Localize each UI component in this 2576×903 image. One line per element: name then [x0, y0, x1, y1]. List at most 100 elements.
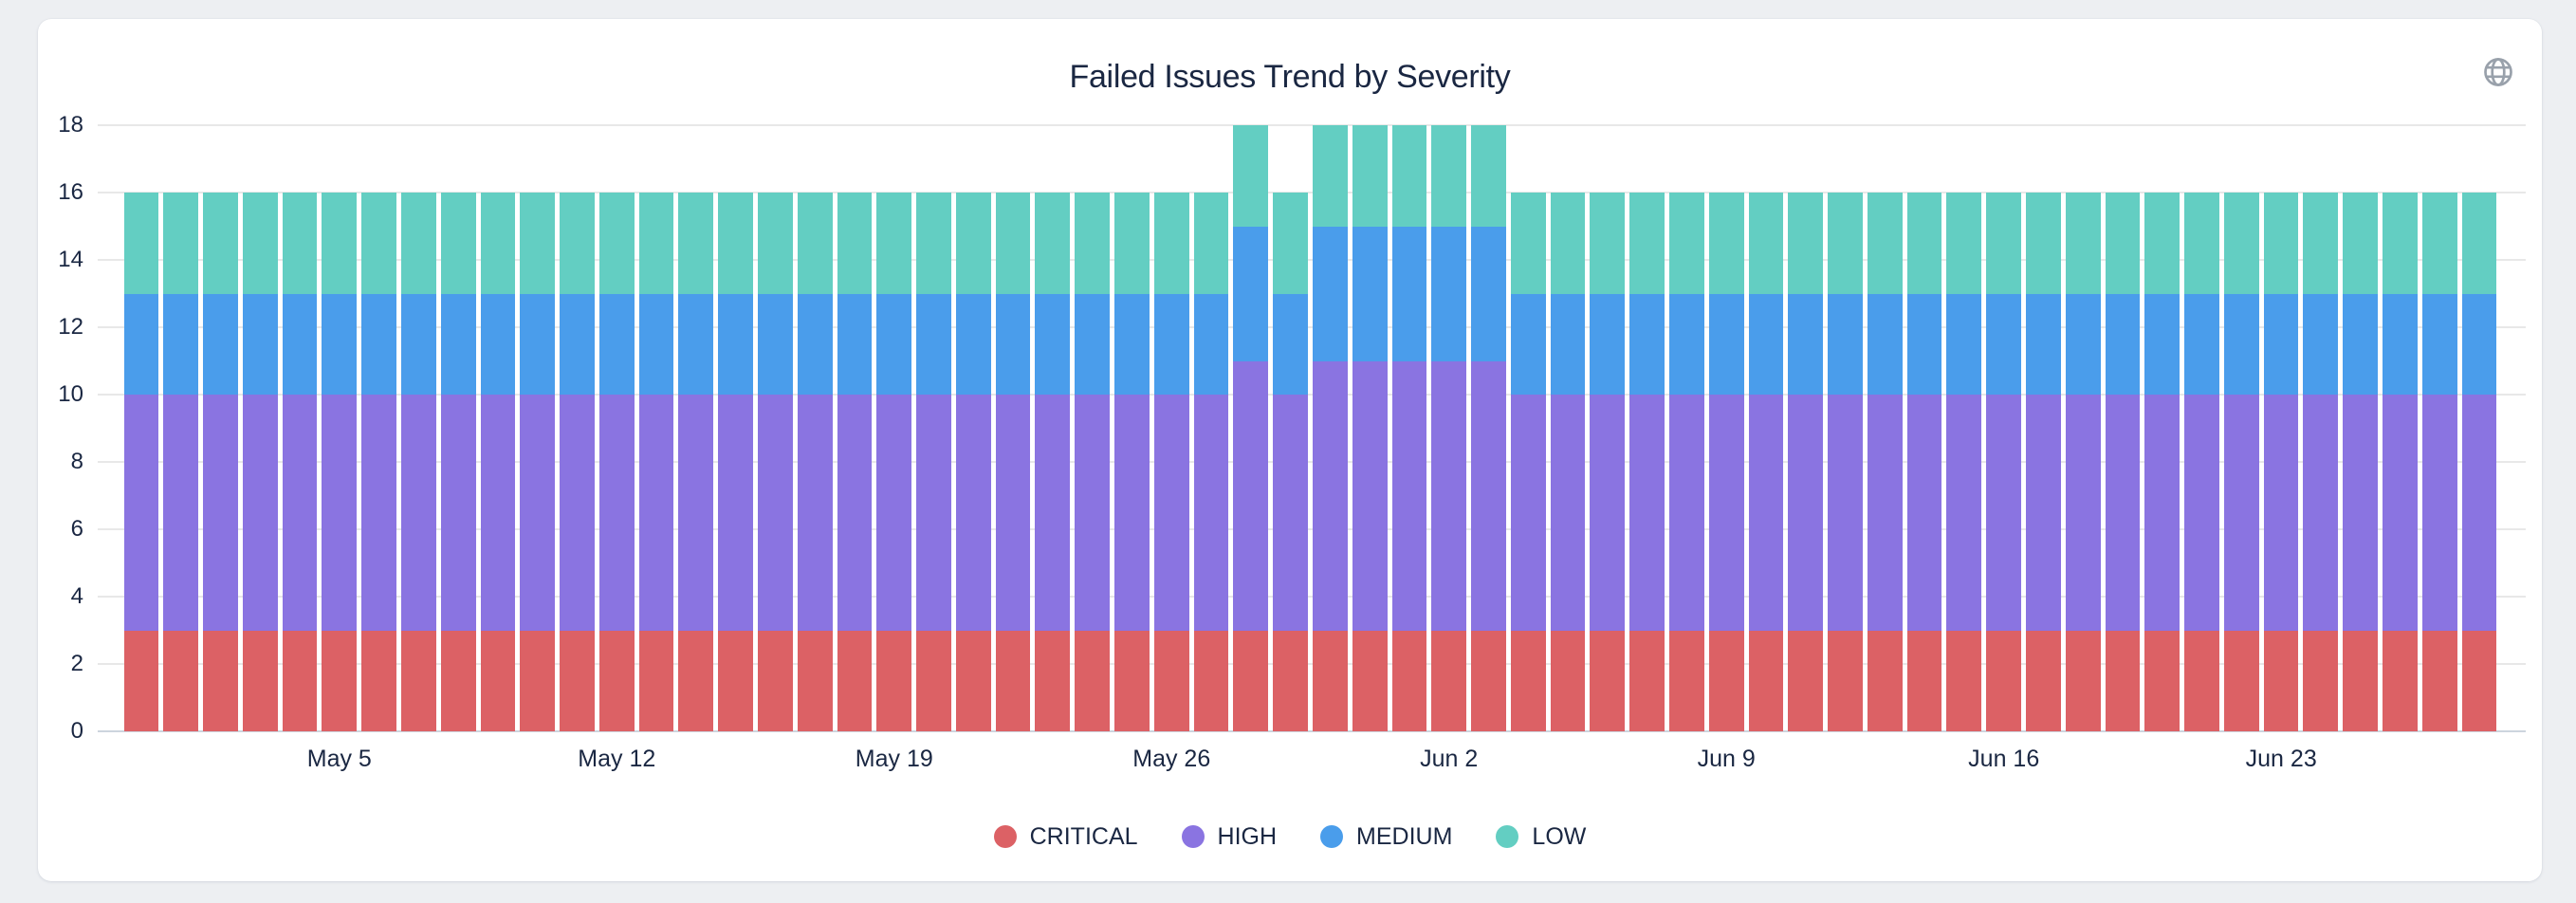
bar-segment-high[interactable] [163, 395, 199, 631]
bar-segment-medium[interactable] [1352, 226, 1388, 361]
bar-column[interactable] [201, 125, 241, 731]
bar-segment-critical[interactable] [1510, 630, 1546, 731]
bar-segment-critical[interactable] [322, 630, 358, 731]
bar-column[interactable] [2301, 125, 2341, 731]
bar-column[interactable] [2420, 125, 2459, 731]
bar-segment-high[interactable] [2343, 395, 2379, 631]
bar-segment-low[interactable] [678, 193, 714, 294]
bar-column[interactable] [1904, 125, 1944, 731]
bar-segment-low[interactable] [322, 193, 358, 294]
bar-segment-critical[interactable] [1986, 630, 2021, 731]
bar-segment-medium[interactable] [1788, 293, 1824, 395]
bar-segment-high[interactable] [1114, 395, 1150, 631]
bar-segment-low[interactable] [2223, 193, 2259, 294]
bar-column[interactable] [1746, 125, 1786, 731]
bar-segment-high[interactable] [282, 395, 318, 631]
bar-segment-low[interactable] [2144, 193, 2180, 294]
bar-segment-medium[interactable] [995, 293, 1031, 395]
bar-segment-medium[interactable] [1946, 293, 1982, 395]
bar-column[interactable] [2459, 125, 2499, 731]
bar-segment-medium[interactable] [1629, 293, 1665, 395]
bar-column[interactable] [2103, 125, 2143, 731]
bar-segment-critical[interactable] [916, 630, 951, 731]
bar-segment-medium[interactable] [1193, 293, 1229, 395]
bar-segment-high[interactable] [123, 395, 159, 631]
bar-column[interactable] [1231, 125, 1271, 731]
bar-segment-low[interactable] [955, 193, 991, 294]
bar-column[interactable] [1588, 125, 1628, 731]
bar-segment-high[interactable] [2105, 395, 2141, 631]
bar-segment-medium[interactable] [876, 293, 912, 395]
bar-segment-medium[interactable] [638, 293, 674, 395]
bar-segment-critical[interactable] [1312, 630, 1348, 731]
bar-segment-low[interactable] [1906, 193, 1942, 294]
bar-segment-high[interactable] [480, 395, 516, 631]
bar-column[interactable] [2341, 125, 2381, 731]
bar-segment-critical[interactable] [837, 630, 873, 731]
bar-column[interactable] [716, 125, 756, 731]
bar-column[interactable] [874, 125, 914, 731]
bar-segment-critical[interactable] [638, 630, 674, 731]
bar-segment-high[interactable] [2026, 395, 2061, 631]
bar-segment-low[interactable] [916, 193, 951, 294]
bar-segment-high[interactable] [758, 395, 793, 631]
bar-segment-low[interactable] [242, 193, 278, 294]
bar-segment-medium[interactable] [1312, 226, 1348, 361]
bar-segment-low[interactable] [876, 193, 912, 294]
bar-segment-low[interactable] [1153, 193, 1189, 294]
bar-segment-critical[interactable] [1193, 630, 1229, 731]
bar-column[interactable] [2143, 125, 2182, 731]
bar-segment-medium[interactable] [1431, 226, 1467, 361]
bar-segment-critical[interactable] [2461, 630, 2497, 731]
bar-column[interactable] [597, 125, 636, 731]
bar-column[interactable] [676, 125, 716, 731]
bar-segment-low[interactable] [2105, 193, 2141, 294]
bar-segment-medium[interactable] [837, 293, 873, 395]
bar-segment-high[interactable] [638, 395, 674, 631]
bar-column[interactable] [993, 125, 1033, 731]
bar-segment-high[interactable] [1946, 395, 1982, 631]
bar-segment-high[interactable] [1748, 395, 1784, 631]
bar-segment-high[interactable] [322, 395, 358, 631]
bar-segment-high[interactable] [2383, 395, 2418, 631]
bar-segment-medium[interactable] [955, 293, 991, 395]
bar-segment-high[interactable] [1510, 395, 1546, 631]
bar-column[interactable] [2381, 125, 2420, 731]
bar-segment-high[interactable] [1312, 360, 1348, 631]
bar-segment-critical[interactable] [1668, 630, 1704, 731]
bar-column[interactable] [1984, 125, 2024, 731]
bar-segment-critical[interactable] [560, 630, 595, 731]
bar-segment-medium[interactable] [2144, 293, 2180, 395]
bar-column[interactable] [2261, 125, 2301, 731]
bar-segment-medium[interactable] [678, 293, 714, 395]
bar-segment-medium[interactable] [242, 293, 278, 395]
bar-segment-low[interactable] [2383, 193, 2418, 294]
legend-item-medium[interactable]: MEDIUM [1320, 823, 1452, 851]
bar-segment-medium[interactable] [520, 293, 556, 395]
bar-segment-critical[interactable] [995, 630, 1031, 731]
bar-column[interactable] [2063, 125, 2103, 731]
bar-segment-critical[interactable] [123, 630, 159, 731]
bar-segment-medium[interactable] [2303, 293, 2339, 395]
bar-segment-low[interactable] [718, 193, 753, 294]
bar-segment-low[interactable] [1352, 125, 1388, 227]
bar-segment-low[interactable] [837, 193, 873, 294]
bar-column[interactable] [240, 125, 280, 731]
bar-segment-medium[interactable] [1233, 226, 1269, 361]
bar-segment-critical[interactable] [2223, 630, 2259, 731]
bar-segment-low[interactable] [598, 193, 635, 294]
bar-segment-high[interactable] [1035, 395, 1071, 631]
bar-segment-low[interactable] [1590, 193, 1626, 294]
bar-segment-high[interactable] [520, 395, 556, 631]
bar-segment-medium[interactable] [440, 293, 476, 395]
bar-segment-low[interactable] [1431, 125, 1467, 227]
bar-segment-medium[interactable] [322, 293, 358, 395]
bar-segment-medium[interactable] [361, 293, 396, 395]
bar-segment-high[interactable] [2144, 395, 2180, 631]
bar-segment-medium[interactable] [1828, 293, 1863, 395]
bar-segment-low[interactable] [1312, 125, 1348, 227]
bar-segment-medium[interactable] [2065, 293, 2101, 395]
bar-segment-low[interactable] [2343, 193, 2379, 294]
bar-segment-medium[interactable] [718, 293, 753, 395]
bar-column[interactable] [1073, 125, 1113, 731]
